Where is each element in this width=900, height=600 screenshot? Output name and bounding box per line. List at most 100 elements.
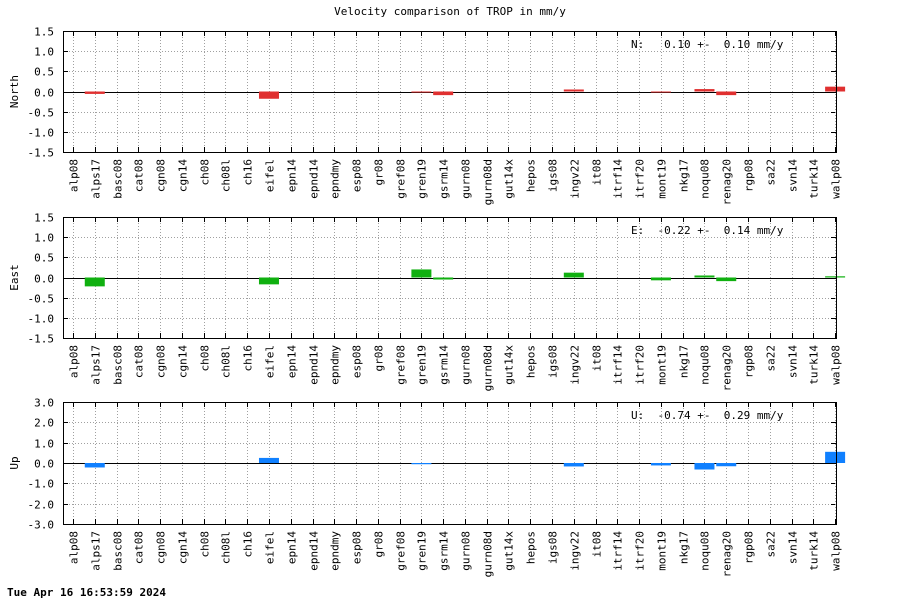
panel-east-xtick-label: gsrm14	[438, 345, 451, 385]
panel-north-ytick-label: 1.5	[34, 26, 54, 39]
panel-up-annotation: U: -0.74 +- 0.29 mm/y	[631, 409, 784, 422]
panel-up-bar-gren19	[411, 463, 432, 465]
panel-north-ytick-label: -1.0	[28, 127, 55, 140]
panel-north-xtick-label: basc08	[112, 159, 125, 199]
panel-north-xtick-label: cat08	[133, 159, 146, 192]
panel-up-xtick-label: gurn08d	[482, 531, 495, 577]
panel-up-xtick-label: gurn08	[460, 531, 473, 571]
panel-up-xtick-label: ingv22	[569, 531, 582, 571]
panel-up-bar-noqu08	[694, 463, 715, 470]
panel-east-xtick-label: it08	[591, 345, 604, 372]
panel-north-xtick-label: cgn08	[155, 159, 168, 192]
panel-east-ytick-label: -1.5	[28, 333, 55, 346]
panel-north-xtick-label: epndmy	[329, 159, 342, 199]
panel-north-xtick-label: gut14x	[503, 159, 516, 199]
panel-north-xtick-label: noqu08	[699, 159, 712, 199]
panel-north-xtick-label: ch08	[199, 159, 212, 186]
panel-north-bar-gren19	[411, 91, 432, 93]
panel-north-annotation: N: 0.10 +- 0.10 mm/y	[631, 38, 784, 51]
panel-east-bar-eifel	[258, 277, 279, 285]
panel-up-xtick-label: basc08	[112, 531, 125, 571]
panel-east-bar-noqu08	[694, 275, 715, 278]
panel-north-bar-noqu08	[694, 89, 715, 92]
panel-north-xtick-label: igs08	[547, 159, 560, 192]
panel-east-xtick-label: mont19	[656, 345, 669, 385]
panel-up-xtick-label: nkg17	[678, 531, 691, 564]
panel-east-xtick-label: igs08	[547, 345, 560, 378]
panel-east-xtick-label: ch08l	[220, 345, 233, 378]
panel-east-ytick-label: 0.5	[34, 252, 54, 265]
panel-north-xtick-label: gr08	[373, 159, 386, 186]
panel-up-xtick-label: cgn08	[155, 531, 168, 564]
panel-east-xtick-label: walp08	[830, 345, 843, 385]
panel-north-xtick-label: renag20	[721, 159, 734, 205]
panel-north-bar-mont19	[650, 91, 671, 93]
panel-up-xtick-label: ch16	[242, 531, 255, 558]
panel-north-ytick-label: 0.0	[34, 87, 54, 100]
panel-up-xtick-label: itrf20	[634, 531, 647, 571]
panel-east-xtick-label: esp08	[351, 345, 364, 378]
panel-north-ytick-label: -1.5	[28, 147, 55, 160]
panel-north-ytick-label: -0.5	[28, 107, 55, 120]
panel-east-xtick-label: gurn08d	[482, 345, 495, 391]
panel-north-ytick-label: 0.5	[34, 66, 54, 79]
panel-north-xtick-label: rgp08	[743, 159, 756, 192]
panel-east-xtick-label: nkg17	[678, 345, 691, 378]
panel-east-frame	[63, 217, 837, 339]
panel-north-xtick-label: epn14	[286, 159, 299, 192]
panel-up-bar-mont19	[650, 463, 671, 466]
panel-east-bar-gsrm14	[433, 277, 454, 280]
panel-up-xtick-label: eifel	[264, 531, 277, 564]
panel-up-xtick-label: alp08	[68, 531, 81, 564]
panel-north-xtick-label: walp08	[830, 159, 843, 199]
panel-east-ytick-label: 1.5	[34, 212, 54, 225]
panel-north-xtick-label: turk14	[808, 159, 821, 199]
panel-east-xtick-label: gut14x	[503, 345, 516, 385]
panel-up-frame	[63, 402, 837, 525]
panel-east-xtick-label: renag20	[721, 345, 734, 391]
panel-up-ytick-label: 0.0	[34, 458, 54, 471]
panel-up-ytick-label: 2.0	[34, 417, 54, 430]
panel-up-xtick-label: ch08l	[220, 531, 233, 564]
panel-up-xtick-label: sa22	[765, 531, 778, 558]
panel-north-ytick-label: 1.0	[34, 46, 54, 59]
panel-up-ytick-label: -2.0	[28, 499, 55, 512]
panel-north-xtick-label: mont19	[656, 159, 669, 199]
panel-north-xtick-label: svn14	[787, 159, 800, 192]
panel-up-xtick-label: rgp08	[743, 531, 756, 564]
panel-east-xtick-label: turk14	[808, 345, 821, 385]
panel-north-xtick-label: ch16	[242, 159, 255, 186]
panel-north-xtick-label: ch08l	[220, 159, 233, 192]
panel-east-xtick-label: epn14	[286, 345, 299, 378]
panel-up-bar-renag20	[716, 463, 737, 467]
panel-north-xtick-label: gurn08d	[482, 159, 495, 205]
panel-up-xtick-label: epn14	[286, 531, 299, 564]
panel-up-xtick-label: mont19	[656, 531, 669, 571]
panel-up-xtick-label: esp08	[351, 531, 364, 564]
panel-up-xtick-label: cgn14	[177, 531, 190, 564]
panel-up-xtick-label: alps17	[90, 531, 103, 571]
panel-up-bar-ingv22	[563, 463, 584, 467]
panel-east-xtick-label: noqu08	[699, 345, 712, 385]
panel-east-ytick-label: -0.5	[28, 293, 55, 306]
panel-north-xtick-label: eifel	[264, 159, 277, 192]
panel-up-xtick-label: igs08	[547, 531, 560, 564]
panel-east-ytick-label: -1.0	[28, 313, 55, 326]
panel-east-xtick-label: gurn08	[460, 345, 473, 385]
panel-north-bar-walp08	[825, 86, 846, 92]
panel-east-xtick-label: ch08	[199, 345, 212, 372]
panel-north-xtick-label: hepos	[525, 159, 538, 192]
panel-east-bar-mont19	[650, 277, 671, 281]
panel-up-ytick-label: 3.0	[34, 397, 54, 410]
panel-north-xtick-label: nkg17	[678, 159, 691, 192]
panel-east-ylabel: East	[8, 264, 21, 291]
panel-north-xtick-label: epnd14	[308, 159, 321, 199]
panel-up-xtick-label: cat08	[133, 531, 146, 564]
panel-up-bar-alps17	[84, 463, 105, 468]
panel-east-xtick-label: cat08	[133, 345, 146, 378]
panel-up-xtick-label: walp08	[830, 531, 843, 571]
panel-up-xtick-label: it08	[591, 531, 604, 558]
panel-north-xtick-label: ingv22	[569, 159, 582, 199]
panel-east-annotation: E: -0.22 +- 0.14 mm/y	[631, 224, 784, 237]
panel-up-xtick-label: gref08	[395, 531, 408, 571]
